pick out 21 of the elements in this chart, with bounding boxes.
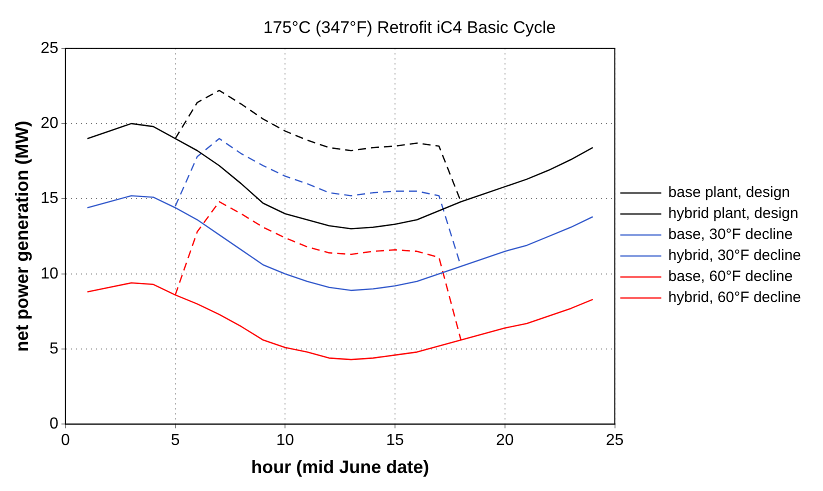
y-tick-label: 25 — [40, 40, 58, 57]
legend-label: hybrid plant, design — [668, 205, 798, 222]
legend-label: base, 30°F decline — [668, 226, 793, 244]
x-tick-label: 10 — [276, 432, 294, 450]
y-tick-label: 5 — [49, 340, 58, 358]
y-tick-label: 15 — [40, 190, 58, 208]
y-tick-label: 10 — [40, 265, 58, 282]
y-tick-label: 20 — [40, 114, 58, 132]
chart-title: 175°C (347°F) Retrofit iC4 Basic Cycle — [263, 18, 556, 37]
x-tick-label: 25 — [606, 432, 624, 450]
legend-label: hybrid, 60°F decline — [668, 289, 802, 306]
x-tick-label: 15 — [386, 432, 404, 450]
legend-label: hybrid, 30°F decline — [668, 247, 802, 264]
y-tick-label: 0 — [49, 416, 58, 433]
x-tick-label: 0 — [60, 432, 70, 450]
legend-label: base plant, design — [668, 184, 790, 202]
x-tick-label: 5 — [170, 432, 180, 450]
y-axis-title: net power generation (MW) — [12, 120, 32, 352]
legend-label: base, 60°F decline — [668, 268, 793, 286]
x-tick-label: 20 — [496, 432, 514, 450]
x-axis-title: hour (mid June date) — [251, 457, 430, 478]
